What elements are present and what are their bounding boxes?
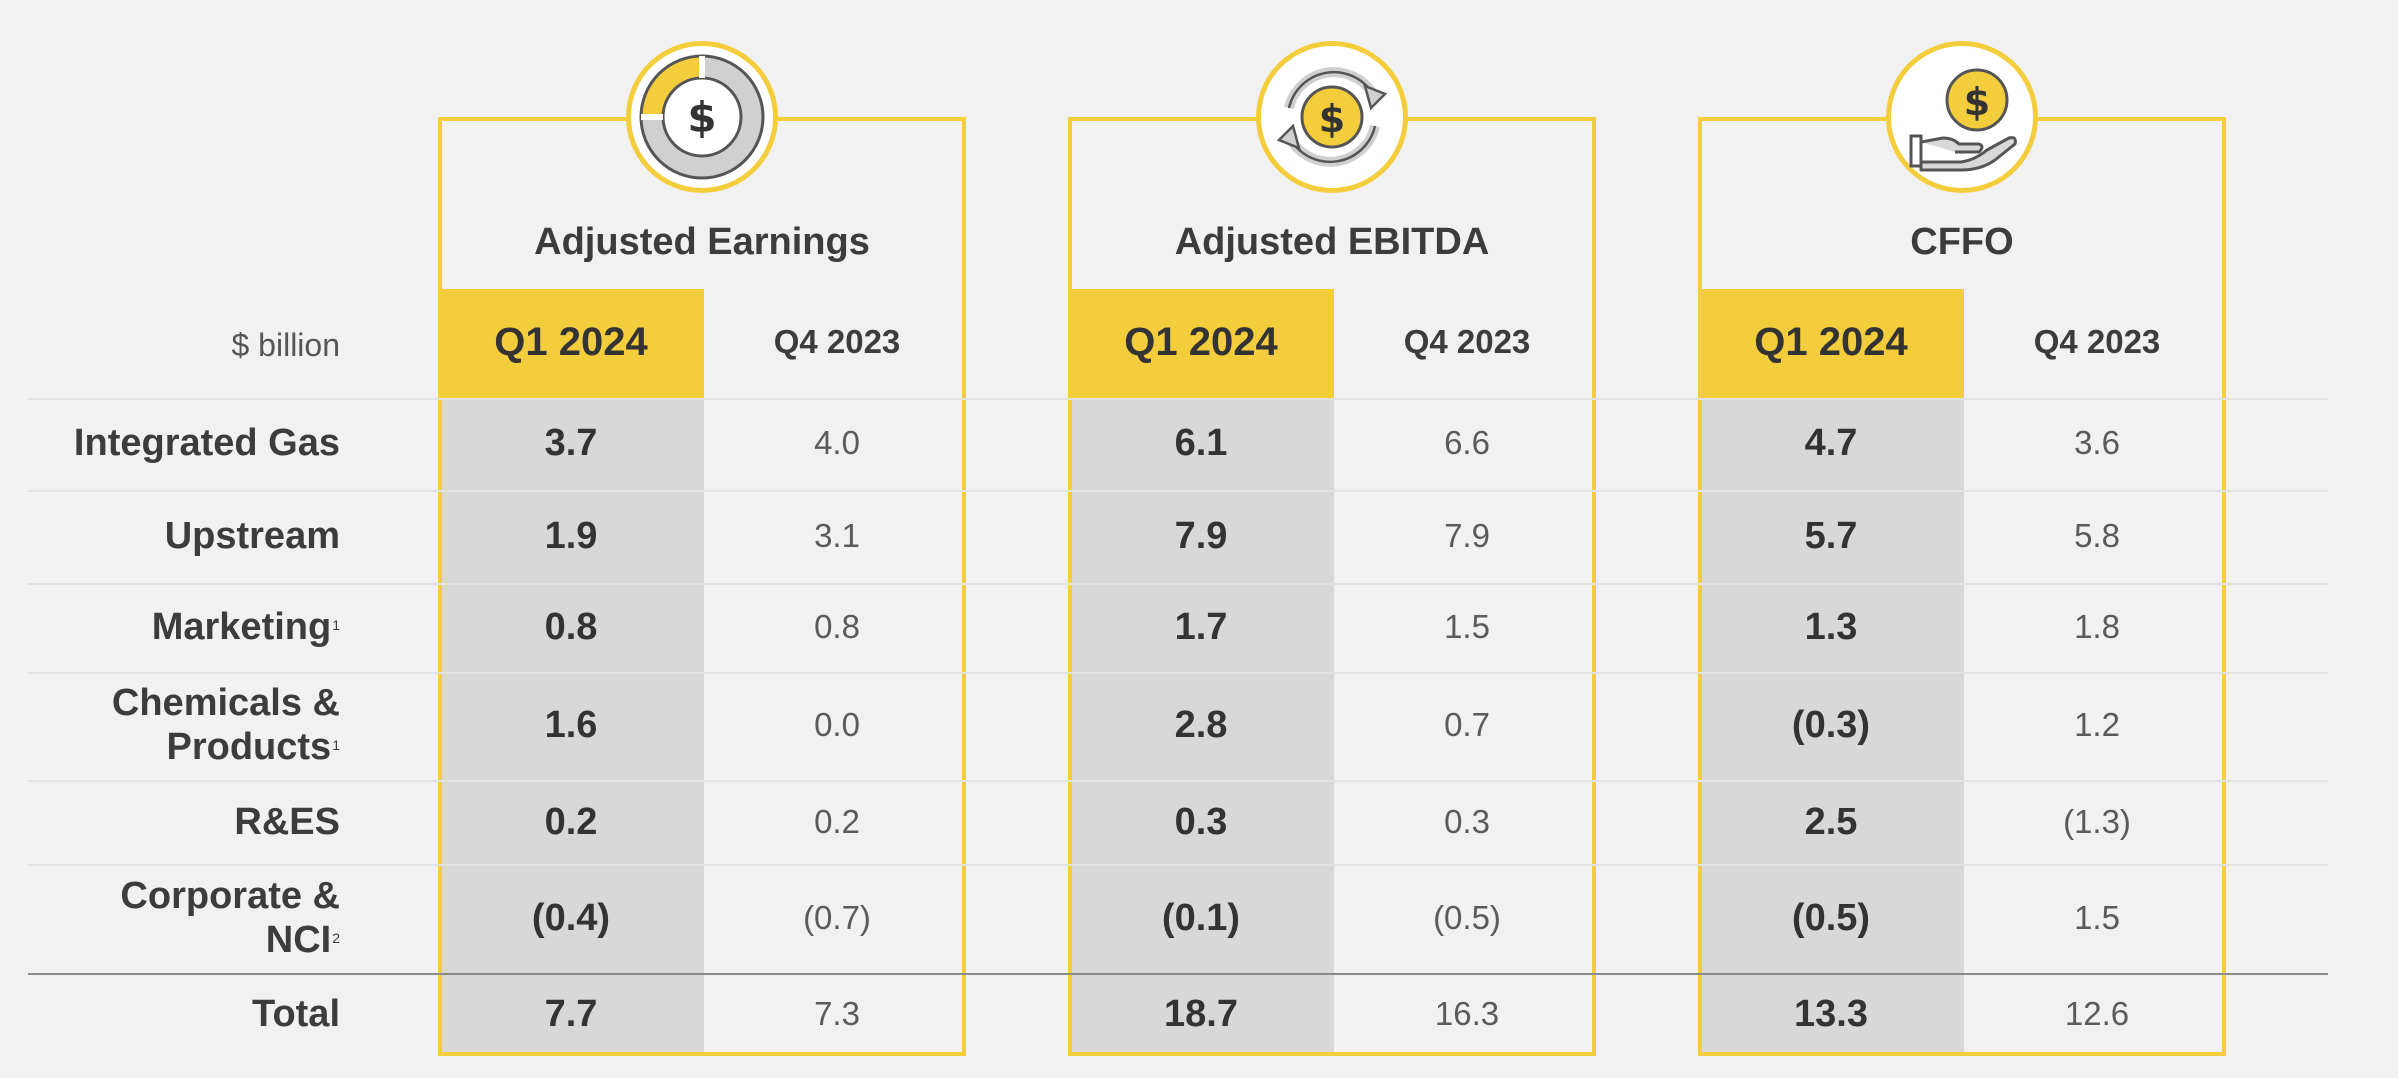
- dollar-cycle-icon: $: [1256, 41, 1408, 193]
- cell-value-q1: 13.3: [1794, 993, 1868, 1035]
- cell-value-q1: (0.4): [531, 897, 611, 939]
- col-header-q4: Q4 2023: [1403, 323, 1531, 360]
- row-label: Upstream: [20, 514, 340, 558]
- panel-title: CFFO: [1910, 221, 2014, 263]
- cell-value-q1: 7.7: [544, 993, 598, 1035]
- cell-value-q4: 16.3: [1434, 995, 1500, 1032]
- row-label: Corporate & NCI2: [20, 874, 340, 962]
- cell-value-q4: 1.5: [2074, 899, 2120, 936]
- cell-value-q4: 3.6: [2074, 424, 2120, 461]
- col-header-q4: Q4 2023: [2033, 323, 2161, 360]
- row-label-line1: Chemicals &: [111, 682, 340, 724]
- row-label-line1: Marketing: [151, 606, 332, 648]
- row-divider: [28, 780, 2328, 782]
- row-divider: [28, 672, 2328, 674]
- cell-value-q4: 6.6: [1444, 424, 1490, 461]
- row-label-line1: R&ES: [234, 801, 340, 843]
- row-label-line1: Upstream: [164, 515, 340, 557]
- cell-value-q4: (0.7): [803, 899, 871, 936]
- row-divider: [28, 973, 2328, 975]
- cell-value-q1: 7.9: [1174, 515, 1228, 557]
- cell-value-q4: 5.8: [2074, 517, 2120, 554]
- cell-value-q4: (0.5): [1433, 899, 1501, 936]
- row-label-line2: NCI: [265, 919, 332, 961]
- cell-value-q4: 7.3: [814, 995, 860, 1032]
- cell-value-q1: 18.7: [1164, 993, 1238, 1035]
- unit-label: $ billion: [231, 327, 340, 363]
- col-header-q1: Q1 2024: [494, 320, 648, 364]
- cell-value-q4: 1.8: [2074, 608, 2120, 645]
- panel-title: Adjusted Earnings: [534, 221, 870, 263]
- col-header-q4: Q4 2023: [773, 323, 901, 360]
- cell-value-q4: 3.1: [814, 517, 860, 554]
- row-divider: [28, 583, 2328, 585]
- cell-value-q4: (1.3): [2063, 803, 2131, 840]
- row-label-line2: Products: [166, 726, 332, 768]
- cell-value-q4: 1.2: [2074, 706, 2120, 743]
- cell-value-q4: 0.7: [1444, 706, 1490, 743]
- hand-dollar-icon: $: [1886, 41, 2038, 193]
- row-label-line1: Corporate &: [120, 875, 340, 917]
- svg-text:$: $: [1964, 80, 1990, 124]
- row-label: Integrated Gas: [20, 421, 340, 465]
- row-label: Marketing1: [20, 605, 340, 649]
- row-label: Total: [20, 992, 340, 1036]
- row-label: Chemicals & Products1: [20, 681, 340, 769]
- cell-value-q1: (0.3): [1791, 704, 1871, 746]
- cell-value-q4: 12.6: [2064, 995, 2130, 1032]
- cell-value-q1: 1.6: [544, 704, 598, 746]
- cell-value-q1: 5.7: [1804, 515, 1858, 557]
- cell-value-q1: 2.5: [1804, 801, 1858, 843]
- cell-value-q1: (0.5): [1791, 897, 1871, 939]
- col-header-q1: Q1 2024: [1754, 320, 1908, 364]
- cell-value-q1: 6.1: [1174, 422, 1228, 464]
- cell-value-q4: 0.0: [814, 706, 860, 743]
- row-divider: [28, 398, 2328, 400]
- footnote-marker: 1: [332, 737, 340, 753]
- cell-value-q4: 7.9: [1444, 517, 1490, 554]
- cell-value-q1: 1.7: [1174, 606, 1228, 648]
- row-divider: [28, 490, 2328, 492]
- svg-text:$: $: [1319, 97, 1345, 141]
- col-header-q1: Q1 2024: [1124, 320, 1278, 364]
- cell-value-q1: 0.3: [1174, 801, 1228, 843]
- cell-value-q1: 1.9: [544, 515, 598, 557]
- cell-value-q1: 1.3: [1804, 606, 1858, 648]
- cell-value-q4: 0.2: [814, 803, 860, 840]
- footnote-marker: 2: [332, 930, 340, 946]
- q1-column-body-bg: [1068, 398, 1334, 1052]
- cell-value-q1: 2.8: [1174, 704, 1228, 746]
- svg-text:$: $: [687, 93, 716, 142]
- cell-value-q4: 1.5: [1444, 608, 1490, 645]
- q1-column-body-bg: [1698, 398, 1964, 1052]
- cell-value-q1: 0.2: [544, 801, 598, 843]
- row-label: R&ES: [20, 800, 340, 844]
- cell-value-q1: 0.8: [544, 606, 598, 648]
- cell-value-q1: 4.7: [1804, 422, 1858, 464]
- cell-value-q1: 3.7: [544, 422, 598, 464]
- cell-value-q4: 0.8: [814, 608, 860, 645]
- footnote-marker: 1: [332, 617, 340, 633]
- row-divider: [28, 864, 2328, 866]
- pie-chart-dollar-icon: $: [626, 41, 778, 193]
- cell-value-q4: 0.3: [1444, 803, 1490, 840]
- row-label-line1: Integrated Gas: [73, 422, 340, 464]
- cell-value-q4: 4.0: [814, 424, 860, 461]
- cell-value-q1: (0.1): [1161, 897, 1241, 939]
- q1-column-body-bg: [438, 398, 704, 1052]
- panel-title: Adjusted EBITDA: [1174, 221, 1490, 263]
- row-label-line1: Total: [252, 993, 340, 1035]
